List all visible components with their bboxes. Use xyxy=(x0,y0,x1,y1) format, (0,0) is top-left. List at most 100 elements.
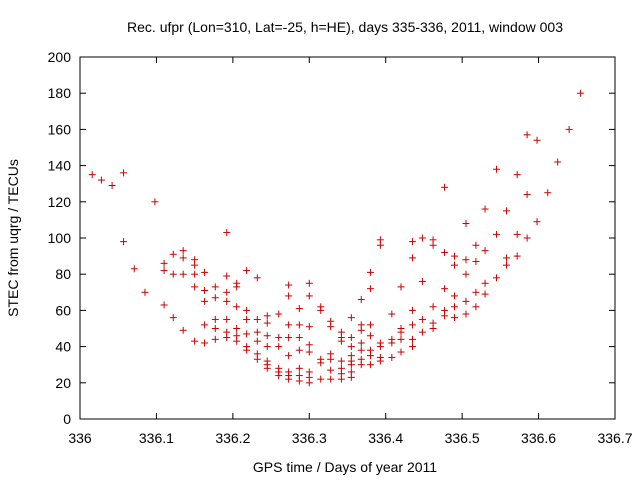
data-point xyxy=(366,332,374,340)
data-point xyxy=(130,265,138,273)
data-point xyxy=(462,270,470,278)
data-point xyxy=(285,292,293,300)
data-point xyxy=(565,125,573,133)
data-point xyxy=(223,288,231,296)
data-point xyxy=(418,328,426,336)
y-tick-label: 40 xyxy=(55,339,71,355)
data-point xyxy=(211,325,219,332)
data-point xyxy=(295,305,303,313)
data-point xyxy=(263,332,271,340)
data-point xyxy=(263,319,271,327)
data-point xyxy=(275,310,283,318)
data-point xyxy=(429,325,437,332)
data-point xyxy=(472,288,480,296)
data-point xyxy=(223,334,231,342)
data-point xyxy=(305,348,313,356)
x-tick-label: 336.6 xyxy=(521,430,556,446)
y-tick-label: 0 xyxy=(63,411,71,427)
data-point xyxy=(408,306,416,314)
data-point xyxy=(253,315,261,323)
y-tick-label: 120 xyxy=(48,194,72,210)
data-point xyxy=(533,136,541,144)
data-point xyxy=(462,297,470,305)
data-point xyxy=(481,205,489,213)
data-point xyxy=(263,312,271,320)
plot-frame xyxy=(79,56,616,420)
data-point xyxy=(388,310,396,318)
data-point xyxy=(201,268,209,276)
data-point xyxy=(502,207,510,215)
data-point xyxy=(295,377,303,385)
data-point xyxy=(441,285,449,293)
data-point xyxy=(243,267,251,275)
y-tick-label: 200 xyxy=(48,49,72,65)
data-point xyxy=(376,343,384,351)
data-point xyxy=(357,296,365,304)
data-point xyxy=(317,306,325,314)
x-tick-label: 336.7 xyxy=(597,430,632,446)
data-point xyxy=(451,303,458,311)
data-point xyxy=(201,339,209,347)
data-point xyxy=(397,335,405,343)
data-point xyxy=(451,252,458,260)
data-point xyxy=(160,301,168,309)
data-point xyxy=(429,241,437,249)
data-point xyxy=(211,315,219,323)
data-point xyxy=(408,335,416,343)
data-point xyxy=(472,241,480,249)
data-point xyxy=(502,254,510,262)
data-point xyxy=(223,297,231,305)
data-point xyxy=(120,169,128,177)
data-point xyxy=(160,267,168,275)
data-point xyxy=(347,334,355,342)
data-point xyxy=(285,321,293,329)
data-point xyxy=(327,355,335,363)
data-point xyxy=(493,274,501,282)
data-point xyxy=(243,315,251,323)
data-point xyxy=(243,346,251,354)
data-point xyxy=(223,229,231,237)
x-tick-label: 336 xyxy=(68,430,92,446)
data-point xyxy=(211,335,219,343)
data-point xyxy=(408,343,416,351)
chart-title: Rec. ufpr (Lon=310, Lat=-25, h=HE), days… xyxy=(127,19,563,35)
data-point xyxy=(544,189,552,197)
data-point xyxy=(211,294,219,302)
data-point xyxy=(502,261,510,269)
x-tick-labels: 336 336.1 336.2 336.3 336.4 336.5 336.6 336.7 xyxy=(68,430,632,446)
data-point xyxy=(357,346,365,354)
data-point xyxy=(233,337,241,345)
data-point xyxy=(418,315,426,323)
data-point xyxy=(285,334,293,342)
data-point xyxy=(263,343,271,351)
data-points xyxy=(88,89,585,387)
data-point xyxy=(481,290,489,298)
data-point xyxy=(285,281,293,289)
data-point xyxy=(253,328,261,336)
data-point xyxy=(295,346,303,354)
data-point xyxy=(366,321,374,329)
x-tick-label: 336.3 xyxy=(292,430,327,446)
data-point xyxy=(451,292,458,300)
y-tick-label: 80 xyxy=(55,266,71,282)
data-point xyxy=(305,292,313,300)
data-point xyxy=(533,218,541,226)
data-point xyxy=(179,254,187,262)
data-point xyxy=(418,277,426,285)
data-point xyxy=(441,248,449,256)
data-point xyxy=(211,283,219,291)
data-point xyxy=(523,234,531,242)
data-point xyxy=(441,312,449,320)
data-point xyxy=(366,352,374,360)
data-point xyxy=(513,252,521,260)
data-point xyxy=(347,361,355,369)
data-point xyxy=(513,230,521,238)
data-point xyxy=(418,234,426,242)
data-point xyxy=(337,375,345,383)
data-point xyxy=(305,341,313,349)
x-tick-label: 336.1 xyxy=(139,430,174,446)
data-point xyxy=(554,158,562,166)
data-point xyxy=(317,375,325,383)
